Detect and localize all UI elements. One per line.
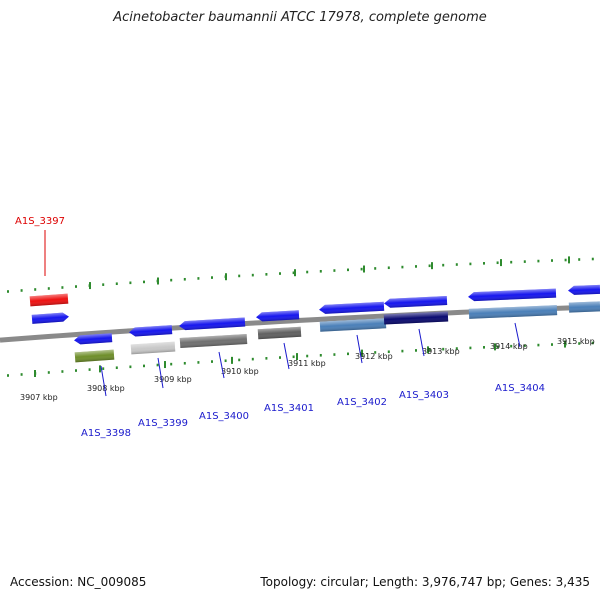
- gene-arrow: [256, 310, 300, 322]
- gene-arrow-shade: [74, 333, 113, 345]
- gene-arrow-shade: [468, 288, 557, 302]
- gene-color-box: [468, 305, 558, 319]
- tick-label: 3907 kbp: [20, 393, 58, 402]
- tick-label: 3909 kbp: [154, 375, 192, 384]
- gene-arrow: [129, 325, 173, 337]
- gene-arrow: [384, 295, 448, 308]
- tick-label: 3908 kbp: [87, 384, 125, 393]
- gene-arrow-shade: [179, 317, 246, 331]
- gene-color-box: [257, 326, 302, 340]
- gene-color-box-shade: [29, 293, 69, 307]
- gene-arrow-shade: [256, 310, 300, 322]
- gene-label: A1S_3403: [399, 390, 449, 401]
- tick-label: 3914 kbp: [490, 342, 528, 351]
- gene-color-box-shade: [257, 326, 302, 340]
- gene-leader-line: [418, 328, 425, 357]
- gene-arrow: [31, 312, 69, 324]
- gene-color-box-partial-shade: [568, 301, 600, 313]
- gene-label: A1S_3402: [337, 397, 387, 408]
- gene-color-box-shade: [319, 318, 387, 332]
- gene-label: A1S_3398: [81, 428, 131, 439]
- gene-arrow: [468, 288, 557, 302]
- gene-arrow-partial-shade: [568, 284, 600, 295]
- gene-arrow: [74, 333, 113, 345]
- gene-color-box-shade: [179, 333, 248, 349]
- gene-label: A1S_3404: [495, 383, 545, 394]
- gene-color-box: [319, 318, 387, 332]
- gene-color-box: [74, 349, 115, 363]
- gene-color-box: [179, 333, 248, 349]
- gene-leader-line: [218, 351, 225, 379]
- gene-leader-line: [356, 334, 363, 364]
- tick-label: 3910 kbp: [221, 367, 259, 376]
- gene-color-box-shade: [383, 311, 449, 325]
- gene-arrow: [179, 317, 246, 331]
- accession-text: Accession: NC_009085: [10, 575, 147, 589]
- gene-arrow-partial: [568, 284, 600, 295]
- gene-arrow: [319, 301, 385, 314]
- gene-color-box: [130, 341, 176, 355]
- gene-label: A1S_3400: [199, 411, 249, 422]
- gene-arrow-shade: [129, 325, 173, 337]
- gene-leader-line: [514, 322, 521, 348]
- gene-color-box: [29, 293, 69, 307]
- gene-arrow-shade: [31, 312, 69, 324]
- gene-color-box-shade: [130, 341, 176, 355]
- gene-color-box-shade: [74, 349, 115, 363]
- tick-label: 3911 kbp: [288, 359, 326, 368]
- tick-label: 3912 kbp: [355, 352, 393, 361]
- gene-arrow-shade: [384, 295, 448, 308]
- gene-label: A1S_3399: [138, 418, 188, 429]
- gene-leader-line: [283, 342, 290, 370]
- gene-leader-line: [100, 365, 107, 397]
- tick-label: 3913 kbp: [422, 347, 460, 356]
- map-title: Acinetobacter baumannii ATCC 17978, comp…: [113, 10, 487, 25]
- gene-color-box-partial: [568, 301, 600, 313]
- gene-arrow-shade: [319, 301, 385, 314]
- gene-label: A1S_3397: [15, 216, 65, 227]
- gene-label: A1S_3401: [264, 403, 314, 414]
- gene-color-box: [383, 311, 449, 325]
- topology-text: Topology: circular; Length: 3,976,747 bp…: [260, 575, 590, 589]
- gene-leader-line: [157, 357, 164, 389]
- tick-label: 3915 kbp: [557, 337, 595, 346]
- gene-color-box-shade: [468, 305, 558, 319]
